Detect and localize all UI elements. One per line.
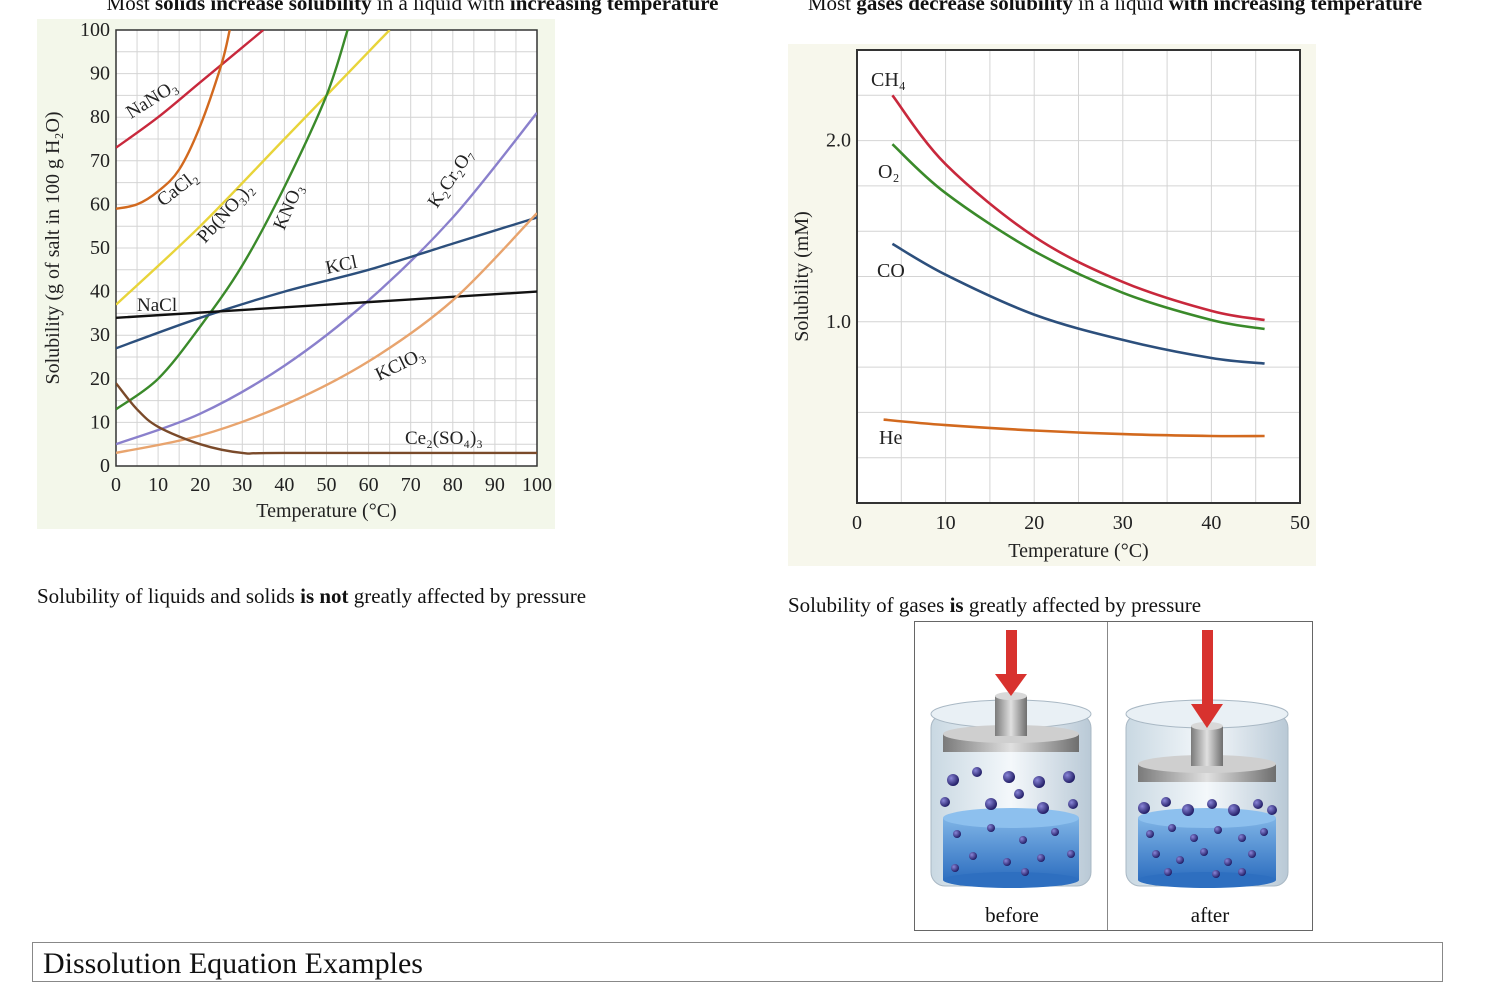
gases-chart-panel: 0 10 20 30 40 50 1.0 2.0 Temperature (°C) Solubil… — [788, 44, 1316, 566]
series-line — [891, 143, 1265, 331]
y-tick-label: 60 — [90, 193, 110, 215]
text-run: Solubility of liquids and solids — [37, 584, 301, 608]
text-run: in a liquid — [1072, 0, 1169, 15]
series-line — [116, 30, 349, 411]
x-tick-label: 30 — [1113, 512, 1133, 534]
series-label: NaCl — [137, 295, 177, 316]
after-label: after — [1190, 903, 1230, 927]
series-line — [116, 382, 537, 455]
axes-frame — [115, 29, 538, 467]
left-caption: Solubility of liquids and solids is not … — [37, 584, 586, 608]
x-tick-label: 50 — [317, 474, 337, 496]
piston-after-image — [1125, 630, 1289, 888]
x-tick-label: 0 — [852, 512, 862, 534]
text-run: Solubility of gases — [788, 593, 950, 617]
x-tick-label: 80 — [443, 474, 463, 496]
section-heading: Dissolution Equation Examples — [43, 947, 423, 980]
right-chart-title: Most gases decrease solubility in a liqu… — [800, 0, 1430, 15]
series-label: O₂ — [878, 161, 899, 183]
text-run: greatly affected by pressure — [963, 593, 1202, 617]
x-tick-label: 40 — [274, 474, 294, 496]
x-tick-label: 60 — [359, 474, 379, 496]
series-label: He — [879, 427, 902, 449]
gases-solubility-chart: 0 10 20 30 40 50 1.0 2.0 Temperature (°C) Solubil… — [791, 49, 1310, 562]
y-tick-label: 90 — [90, 63, 110, 85]
text-run: Most — [106, 0, 155, 15]
series-line — [883, 418, 1265, 438]
series-line — [891, 94, 1265, 322]
x-tick-label: 10 — [148, 474, 168, 496]
x-tick-label: 30 — [232, 474, 252, 496]
series-line — [116, 212, 537, 455]
y-tick-label: 50 — [90, 237, 110, 259]
text-run: Most — [807, 0, 857, 15]
x-tick-label: 100 — [522, 474, 552, 496]
series-label: Ce₂(SO₄)₃ — [405, 428, 483, 449]
text-run: solids increase solubility — [154, 0, 372, 15]
y-tick-label: 80 — [90, 106, 110, 128]
y-tick-label: 70 — [90, 150, 110, 172]
x-tick-label: 10 — [936, 512, 956, 534]
y-tick-label: 1.0 — [826, 311, 851, 333]
text-run: gases decrease solubility — [856, 0, 1073, 15]
y-tick-label: 2.0 — [826, 130, 851, 152]
y-axis-label: Solubility (g of salt in 100 g H₂O) — [42, 111, 64, 384]
x-tick-label: 40 — [1201, 512, 1221, 534]
dissolution-equation-section: Dissolution Equation Examples — [32, 942, 1443, 982]
x-tick-label: 20 — [1024, 512, 1044, 534]
left-chart-title: Most solids increase solubility in a liq… — [40, 0, 785, 15]
panel-divider — [1107, 622, 1108, 930]
x-axis-label: Temperature (°C) — [1008, 540, 1148, 562]
x-tick-label: 20 — [190, 474, 210, 496]
series-line — [116, 30, 265, 149]
series-line — [116, 30, 231, 210]
text-run: is not — [300, 584, 349, 608]
series-line — [116, 216, 537, 350]
x-tick-label: 0 — [111, 474, 121, 496]
y-axis-label: Solubility (mM) — [791, 211, 813, 342]
y-tick-label: 100 — [80, 19, 110, 41]
series-line — [116, 112, 537, 446]
x-tick-label: 90 — [485, 474, 505, 496]
series-line — [891, 242, 1265, 365]
piston-before-image — [930, 630, 1092, 888]
series-line — [116, 30, 391, 306]
y-tick-label: 20 — [90, 368, 110, 390]
x-tick-label: 70 — [401, 474, 421, 496]
series-label: CO — [877, 260, 905, 282]
y-tick-label: 0 — [100, 455, 110, 477]
solids-chart-panel: 0 10 20 30 40 50 60 70 80 90 100 0 10 20 30 40 50 60 70 80 9… — [37, 19, 555, 529]
text-run: greatly affected by pressure — [348, 584, 587, 608]
axes-frame — [856, 49, 1301, 504]
y-tick-label: 40 — [90, 281, 110, 303]
text-run: with increasing temperature — [1168, 0, 1423, 15]
text-run: increasing temperature — [509, 0, 719, 15]
x-axis-label: Temperature (°C) — [256, 500, 396, 522]
series-line — [116, 290, 537, 319]
series-label: CH₄ — [871, 69, 906, 91]
text-run: in a liquid with — [371, 0, 510, 15]
solids-solubility-chart: 0 10 20 30 40 50 60 70 80 90 100 0 10 20 30 40 50 60 70 80 9… — [42, 19, 552, 522]
x-tick-label: 50 — [1290, 512, 1310, 534]
pressure-illustration: before after — [914, 621, 1313, 931]
y-tick-label: 10 — [90, 411, 110, 433]
text-run: is — [949, 593, 964, 617]
right-caption: Solubility of gases is greatly affected … — [788, 593, 1201, 617]
y-tick-label: 30 — [90, 324, 110, 346]
before-label: before — [985, 903, 1039, 927]
